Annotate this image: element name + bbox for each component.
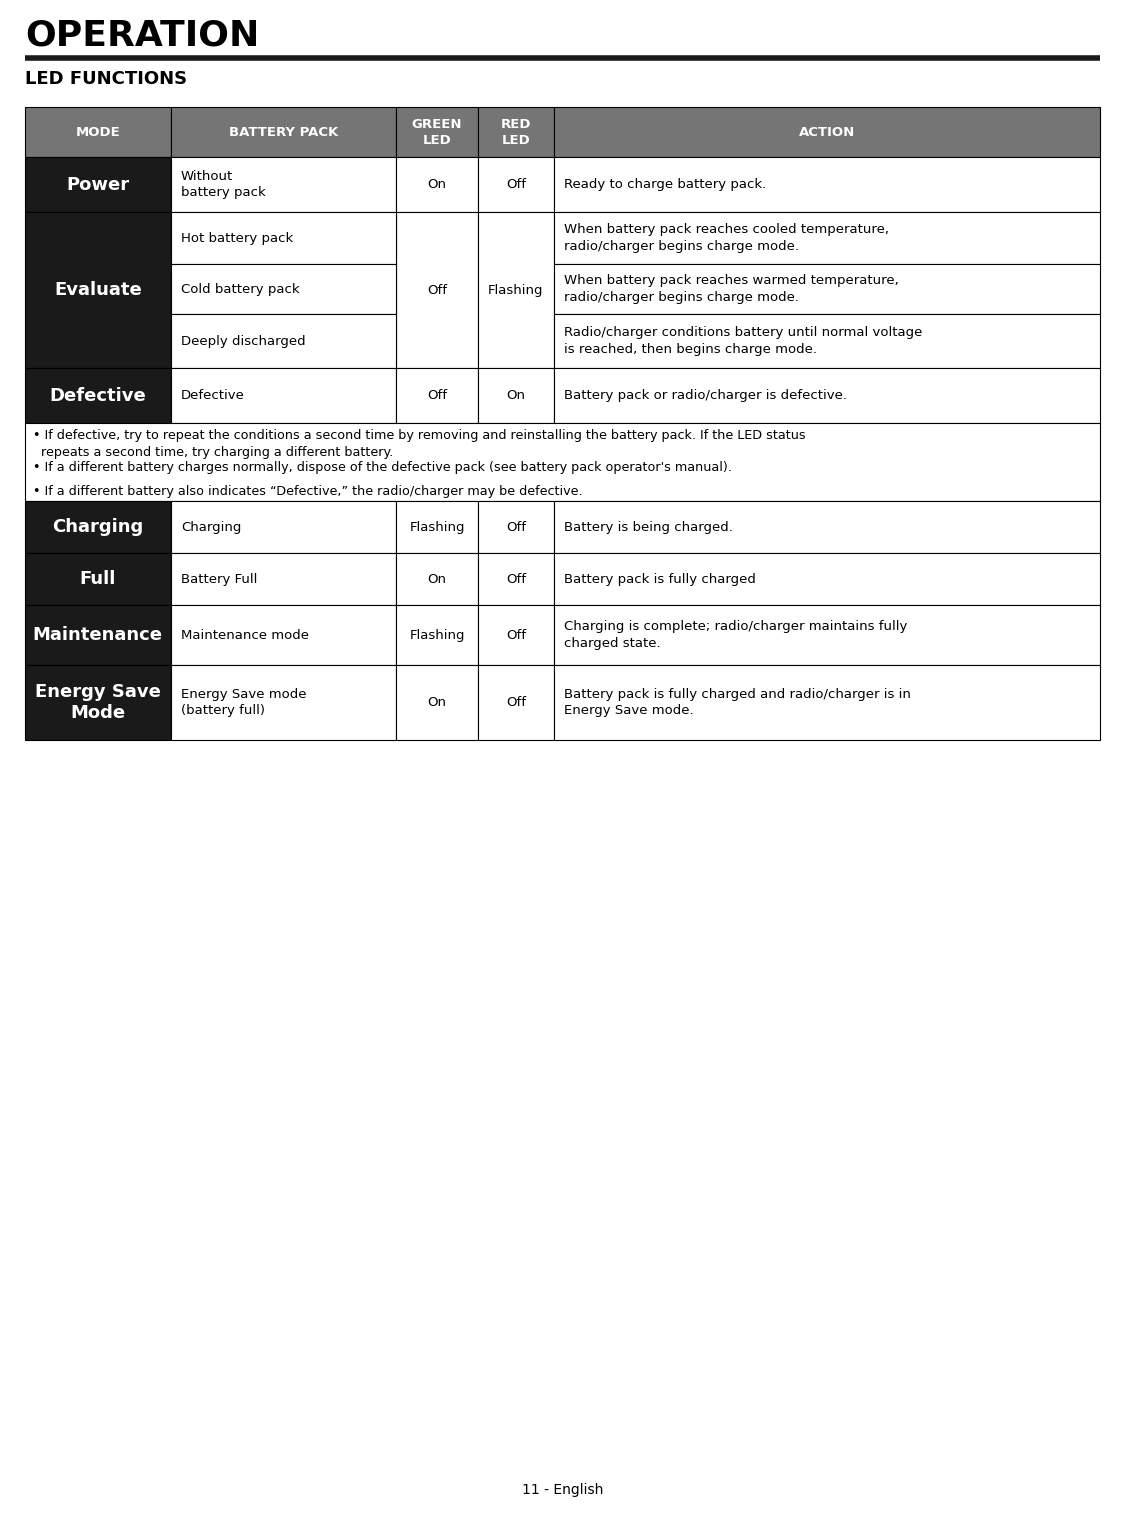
Text: On: On (506, 389, 525, 402)
Bar (396, 213, 478, 369)
Text: Flashing: Flashing (410, 629, 465, 641)
Bar (478, 158, 554, 213)
Text: Radio/charger conditions battery until normal voltage
is reached, then begins ch: Radio/charger conditions battery until n… (564, 326, 921, 356)
Bar (478, 666, 554, 741)
Text: Power: Power (66, 176, 129, 193)
Bar (478, 107, 554, 158)
Bar (171, 314, 396, 369)
Text: RED
LED: RED LED (501, 118, 531, 147)
Bar (25, 107, 171, 158)
Text: On: On (428, 696, 447, 708)
Text: Hot battery pack: Hot battery pack (181, 231, 294, 245)
Bar (554, 604, 1100, 666)
Text: MODE: MODE (75, 125, 120, 139)
Text: Charging is complete; radio/charger maintains fully
charged state.: Charging is complete; radio/charger main… (564, 620, 907, 650)
Text: Without
battery pack: Without battery pack (181, 170, 266, 199)
Bar (554, 666, 1100, 741)
Bar (396, 158, 478, 213)
Text: Deeply discharged: Deeply discharged (181, 335, 306, 347)
Text: When battery pack reaches cooled temperature,
radio/charger begins charge mode.: When battery pack reaches cooled tempera… (564, 223, 889, 252)
Bar (25, 369, 171, 422)
Text: Battery is being charged.: Battery is being charged. (564, 520, 732, 534)
Bar (554, 158, 1100, 213)
Bar (171, 213, 396, 265)
Text: OPERATION: OPERATION (25, 18, 260, 52)
Text: Charging: Charging (181, 520, 242, 534)
Text: Off: Off (506, 177, 525, 191)
Text: 11 - English: 11 - English (522, 1483, 603, 1496)
Text: Defective: Defective (50, 387, 146, 404)
Text: Off: Off (428, 283, 447, 297)
Text: Full: Full (80, 571, 116, 588)
Bar (25, 158, 171, 213)
Bar (171, 604, 396, 666)
Bar (554, 314, 1100, 369)
Text: On: On (428, 177, 447, 191)
Text: Energy Save
Mode: Energy Save Mode (35, 682, 161, 722)
Text: Evaluate: Evaluate (54, 282, 142, 298)
Bar (554, 500, 1100, 552)
Bar (554, 213, 1100, 265)
Text: Off: Off (506, 520, 525, 534)
Text: Flashing: Flashing (488, 283, 543, 297)
Bar (478, 369, 554, 422)
Bar (396, 500, 478, 552)
Text: Off: Off (506, 572, 525, 586)
Bar (478, 604, 554, 666)
Text: Off: Off (428, 389, 447, 402)
Text: Energy Save mode
(battery full): Energy Save mode (battery full) (181, 688, 306, 718)
Bar (396, 369, 478, 422)
Text: Battery pack or radio/charger is defective.: Battery pack or radio/charger is defecti… (564, 389, 846, 402)
Bar (171, 158, 396, 213)
Bar (478, 213, 554, 369)
Bar (478, 500, 554, 552)
Bar (478, 552, 554, 604)
Text: When battery pack reaches warmed temperature,
radio/charger begins charge mode.: When battery pack reaches warmed tempera… (564, 274, 898, 304)
Bar (396, 107, 478, 158)
Bar (396, 604, 478, 666)
Text: Charging: Charging (52, 519, 144, 536)
Text: • If a different battery charges normally, dispose of the defective pack (see ba: • If a different battery charges normall… (33, 461, 731, 474)
Bar (171, 500, 396, 552)
Bar (25, 552, 171, 604)
Text: Flashing: Flashing (410, 520, 465, 534)
Bar (171, 265, 396, 314)
Text: Battery pack is fully charged and radio/charger is in
Energy Save mode.: Battery pack is fully charged and radio/… (564, 688, 910, 718)
Text: Ready to charge battery pack.: Ready to charge battery pack. (564, 177, 766, 191)
Bar (25, 422, 1100, 500)
Bar (25, 213, 171, 369)
Text: GREEN
LED: GREEN LED (412, 118, 462, 147)
Bar (25, 604, 171, 666)
Text: • If defective, try to repeat the conditions a second time by removing and reins: • If defective, try to repeat the condit… (33, 428, 805, 459)
Bar (171, 369, 396, 422)
Text: Maintenance mode: Maintenance mode (181, 629, 309, 641)
Text: Cold battery pack: Cold battery pack (181, 283, 299, 295)
Text: On: On (428, 572, 447, 586)
Bar (171, 666, 396, 741)
Text: Off: Off (506, 629, 525, 641)
Text: Off: Off (506, 696, 525, 708)
Bar (554, 265, 1100, 314)
Bar (25, 666, 171, 741)
Bar (396, 666, 478, 741)
Text: ACTION: ACTION (799, 125, 855, 139)
Text: Maintenance: Maintenance (33, 626, 163, 644)
Bar (554, 107, 1100, 158)
Bar (25, 500, 171, 552)
Text: BATTERY PACK: BATTERY PACK (228, 125, 339, 139)
Text: Battery pack is fully charged: Battery pack is fully charged (564, 572, 755, 586)
Bar (396, 552, 478, 604)
Text: Battery Full: Battery Full (181, 572, 258, 586)
Bar (554, 552, 1100, 604)
Text: LED FUNCTIONS: LED FUNCTIONS (25, 70, 187, 89)
Bar (171, 107, 396, 158)
Text: • If a different battery also indicates “Defective,” the radio/charger may be de: • If a different battery also indicates … (33, 485, 583, 497)
Text: Defective: Defective (181, 389, 245, 402)
Bar (171, 552, 396, 604)
Bar (554, 369, 1100, 422)
